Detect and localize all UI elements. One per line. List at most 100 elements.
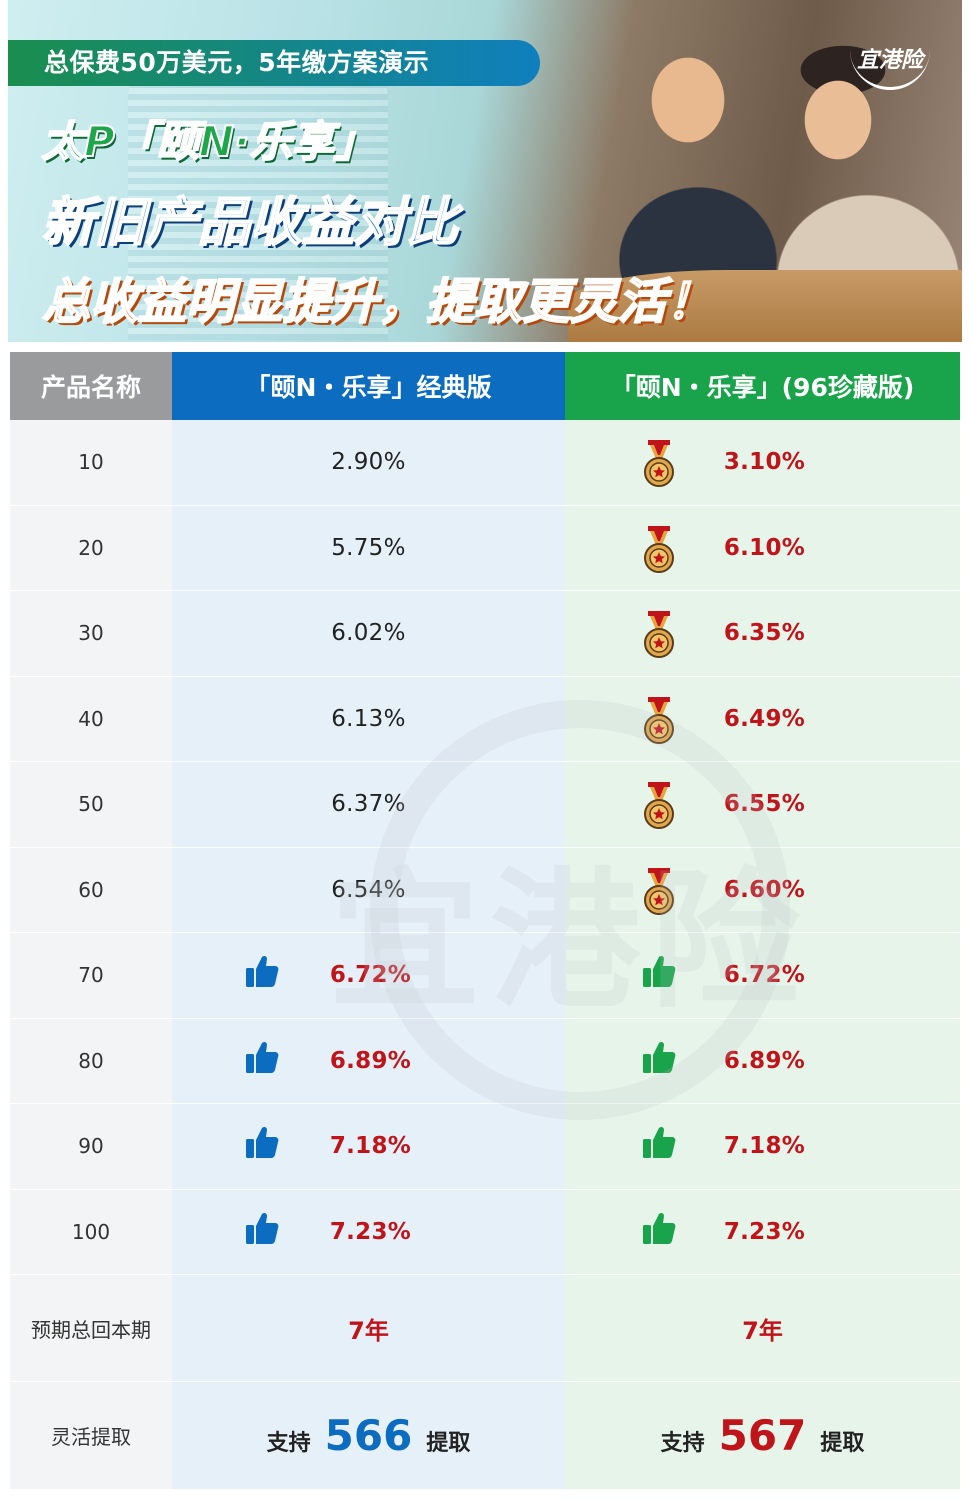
withdraw-suffix: 提取 — [820, 1431, 865, 1456]
collector-rate: 6.10% — [723, 534, 806, 561]
classic-rate: 2.90% — [331, 449, 406, 476]
collector-cell: 6.49% — [565, 676, 960, 762]
withdraw-label: 灵活提取 — [10, 1382, 172, 1490]
table-row: 100 7.23% 7.23% — [10, 1189, 960, 1275]
header-product-name: 产品名称 — [10, 352, 172, 420]
classic-cell: 5.75% — [172, 505, 565, 591]
medal-icon — [641, 525, 681, 573]
table-row: 40 6.13% 6.49% — [10, 676, 960, 762]
table-photo — [568, 270, 962, 342]
classic-cell: 7.23% — [172, 1189, 565, 1275]
collector-rate: 6.60% — [723, 876, 806, 903]
product-title: 太P「颐N·乐享」 — [41, 116, 377, 167]
thumbs-up-icon — [244, 1210, 284, 1254]
classic-cell: 6.13% — [172, 676, 565, 762]
collector-rate: 7.18% — [723, 1133, 806, 1160]
classic-cell: 6.72% — [172, 933, 565, 1019]
payback-classic: 7年 — [348, 1316, 389, 1345]
withdraw-prefix: 支持 — [266, 1431, 311, 1456]
collector-cell: 6.72% — [565, 933, 960, 1019]
table-row: 50 6.37% 6.55% — [10, 762, 960, 848]
collector-cell: 6.60% — [565, 847, 960, 933]
classic-cell: 6.89% — [172, 1018, 565, 1104]
table-row: 20 5.75% 6.10% — [10, 505, 960, 591]
classic-rate: 6.13% — [331, 705, 406, 732]
year-cell: 60 — [10, 847, 172, 933]
thumbs-up-icon — [244, 953, 284, 997]
collector-cell: 6.35% — [565, 591, 960, 677]
table-row: 70 6.72% 6.72% — [10, 933, 960, 1019]
plan-pill: 总保费50万美元，5年缴方案演示 — [8, 40, 540, 86]
collector-rate: 6.89% — [723, 1047, 806, 1074]
table-row: 10 2.90% 3.10% — [10, 420, 960, 506]
thumbs-up-icon — [641, 1210, 681, 1254]
withdraw-suffix: 提取 — [426, 1431, 471, 1456]
classic-rate: 6.89% — [329, 1047, 412, 1074]
table-row: 30 6.02% 6.35% — [10, 591, 960, 677]
medal-icon — [641, 867, 681, 915]
collector-cell: 7.23% — [565, 1189, 960, 1275]
thumbs-up-icon — [641, 953, 681, 997]
classic-rate: 6.02% — [331, 620, 406, 647]
thumbs-up-icon — [641, 1039, 681, 1083]
collector-rate: 6.49% — [723, 705, 806, 732]
classic-cell: 6.37% — [172, 762, 565, 848]
classic-rate: 7.18% — [329, 1133, 412, 1160]
hero-banner: 总保费50万美元，5年缴方案演示 太P「颐N·乐享」 新旧产品收益对比 总收益明… — [8, 0, 962, 342]
collector-rate: 3.10% — [723, 449, 806, 476]
withdraw-classic-number: 566 — [324, 1411, 413, 1460]
comparison-title: 新旧产品收益对比 — [41, 192, 459, 254]
collector-cell: 6.55% — [565, 762, 960, 848]
thumbs-up-icon — [244, 1124, 284, 1168]
year-cell: 10 — [10, 420, 172, 506]
comparison-table: 产品名称 「颐N・乐享」经典版 「颐N・乐享」(96珍藏版) 10 2.90% 3… — [10, 352, 960, 1490]
year-cell: 40 — [10, 676, 172, 762]
collector-rate: 7.23% — [723, 1218, 806, 1245]
classic-cell: 2.90% — [172, 420, 565, 506]
table-body: 10 2.90% 3.10% 20 5.75% 6.10% 30 6.02% 6.35% 4… — [10, 420, 960, 1275]
classic-rate: 5.75% — [331, 534, 406, 561]
withdraw-collector-number: 567 — [718, 1411, 807, 1460]
thumbs-up-icon — [244, 1039, 284, 1083]
withdraw-classic: 支持 566 提取 — [267, 1411, 471, 1460]
classic-cell: 6.02% — [172, 591, 565, 677]
table-row: 90 7.18% 7.18% — [10, 1104, 960, 1190]
classic-rate: 6.72% — [329, 962, 412, 989]
year-cell: 50 — [10, 762, 172, 848]
table-header: 产品名称 「颐N・乐享」经典版 「颐N・乐享」(96珍藏版) — [10, 352, 960, 420]
classic-cell: 7.18% — [172, 1104, 565, 1190]
withdraw-prefix: 支持 — [660, 1431, 705, 1456]
building-illustration — [128, 40, 388, 340]
medal-icon — [641, 782, 681, 830]
withdraw-collector: 支持 567 提取 — [661, 1411, 865, 1460]
year-cell: 90 — [10, 1104, 172, 1190]
collector-cell: 3.10% — [565, 420, 960, 506]
classic-rate: 6.37% — [331, 791, 406, 818]
classic-cell: 6.54% — [172, 847, 565, 933]
collector-cell: 7.18% — [565, 1104, 960, 1190]
year-cell: 30 — [10, 591, 172, 677]
classic-rate: 6.54% — [331, 876, 406, 903]
medal-icon — [641, 696, 681, 744]
header-collector: 「颐N・乐享」(96珍藏版) — [565, 352, 960, 420]
year-cell: 20 — [10, 505, 172, 591]
withdraw-row: 灵活提取 支持 566 提取 支持 567 提取 — [10, 1382, 960, 1490]
medal-icon — [641, 611, 681, 659]
thumbs-up-icon — [641, 1124, 681, 1168]
brand-logo: 宜港险 — [850, 40, 930, 90]
table-row: 60 6.54% 6.60% — [10, 847, 960, 933]
collector-cell: 6.89% — [565, 1018, 960, 1104]
collector-rate: 6.55% — [723, 791, 806, 818]
collector-cell: 6.10% — [565, 505, 960, 591]
collector-rate: 6.35% — [723, 620, 806, 647]
medal-icon — [641, 440, 681, 488]
payback-collector: 7年 — [742, 1316, 783, 1345]
classic-rate: 7.23% — [329, 1218, 412, 1245]
payback-row: 预期总回本期 7年 7年 — [10, 1275, 960, 1382]
header-classic: 「颐N・乐享」经典版 — [172, 352, 565, 420]
collector-rate: 6.72% — [723, 962, 806, 989]
table-row: 80 6.89% 6.89% — [10, 1018, 960, 1104]
slogan: 总收益明显提升，提取更灵活！ — [41, 273, 715, 331]
payback-label: 预期总回本期 — [10, 1275, 172, 1382]
year-cell: 70 — [10, 933, 172, 1019]
